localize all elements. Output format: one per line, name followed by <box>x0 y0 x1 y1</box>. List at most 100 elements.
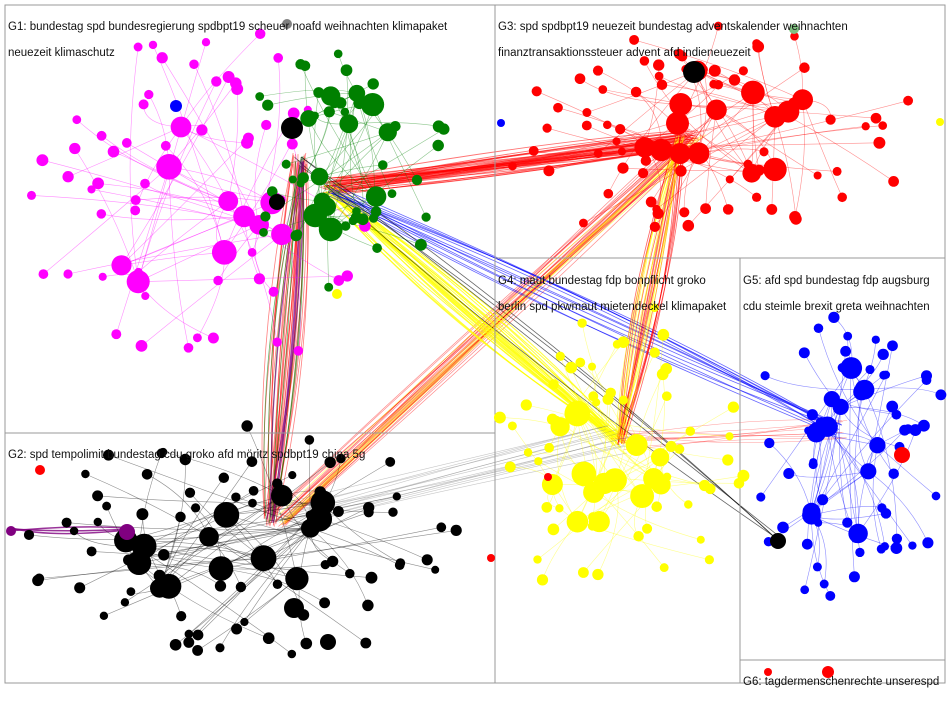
graph-node <box>578 218 588 228</box>
graph-node <box>126 587 136 596</box>
graph-node <box>783 467 795 480</box>
graph-node <box>582 108 592 117</box>
graph-node <box>87 185 96 194</box>
graph-node <box>564 400 591 427</box>
graph-node <box>659 563 669 573</box>
graph-node <box>310 111 319 121</box>
graph-edge <box>137 81 217 282</box>
graph-node <box>387 189 397 198</box>
graph-node <box>372 243 382 253</box>
graph-edge <box>533 147 645 155</box>
graph-node <box>272 337 282 347</box>
graph-edge <box>91 551 297 579</box>
graph-edge <box>337 129 690 178</box>
graph-node <box>313 87 325 98</box>
graph-edge <box>284 140 683 523</box>
graph-node <box>565 361 578 374</box>
graph-node <box>727 401 740 413</box>
graph-edge <box>283 136 694 518</box>
graph-node <box>300 637 313 650</box>
graph-node <box>819 579 829 589</box>
graph-node <box>881 370 891 379</box>
graph-node <box>431 565 440 574</box>
graph-node <box>96 130 107 141</box>
graph-edge <box>811 399 833 512</box>
graph-node <box>26 190 37 200</box>
graph-node <box>208 556 234 581</box>
graph-edge <box>193 64 245 217</box>
graph-node <box>432 120 445 133</box>
graph-edge <box>597 70 699 154</box>
graph-node <box>333 49 343 59</box>
graph-node <box>612 137 621 146</box>
graph-node <box>871 335 880 344</box>
graph-node <box>544 473 552 481</box>
graph-edge <box>372 104 427 218</box>
graph-node <box>764 105 786 128</box>
graph-node <box>305 510 316 520</box>
graph-node <box>192 629 204 641</box>
graph-edge <box>716 109 818 176</box>
graph-node <box>353 97 366 110</box>
graph-node <box>588 512 598 523</box>
graph-node <box>282 19 292 29</box>
graph-edge <box>286 131 388 165</box>
graph-node <box>130 195 141 206</box>
graph-node <box>365 186 387 207</box>
graph-edge <box>308 118 377 197</box>
graph-node <box>61 517 72 528</box>
graph-edge <box>300 64 377 197</box>
graph-edge <box>135 196 272 203</box>
graph-edge <box>265 425 609 508</box>
graph-node <box>649 347 660 358</box>
graph-node <box>158 447 168 457</box>
graph-node <box>587 521 598 531</box>
graph-node <box>392 492 401 501</box>
graph-node <box>389 120 401 132</box>
graph-node <box>642 523 653 534</box>
graph-node <box>140 178 150 189</box>
graph-edge <box>526 404 661 458</box>
graph-edge <box>11 527 131 535</box>
graph-node <box>806 409 818 421</box>
graph-node <box>602 393 614 405</box>
graph-node <box>894 447 910 463</box>
graph-node <box>804 426 813 435</box>
graph-node <box>102 501 112 511</box>
graph-edge <box>163 451 282 496</box>
graph-node <box>156 154 182 180</box>
graph-node <box>575 357 586 368</box>
graph-node <box>288 471 297 480</box>
graph-edge <box>656 116 776 210</box>
graph-node <box>201 38 211 47</box>
graph-node <box>728 74 741 86</box>
graph-node <box>650 448 670 467</box>
graph-node <box>817 494 829 506</box>
graph-node <box>706 99 727 121</box>
graph-node <box>543 165 555 177</box>
graph-node <box>363 501 375 514</box>
graph-node <box>133 42 143 52</box>
graph-node <box>246 456 258 467</box>
graph-edge <box>577 352 655 522</box>
graph-edge <box>79 514 227 589</box>
graph-node <box>546 413 559 425</box>
graph-edge <box>103 528 311 617</box>
graph-edge <box>349 93 358 212</box>
graph-node <box>153 569 166 582</box>
graph-node <box>825 114 836 125</box>
graph-node <box>650 303 659 313</box>
graph-node <box>497 119 505 127</box>
graph-edge <box>653 374 665 479</box>
graph-edge <box>28 534 210 541</box>
graph-node <box>111 255 132 276</box>
graph-node <box>268 286 279 297</box>
graph-node <box>345 568 355 579</box>
graph-edge <box>121 137 249 266</box>
graph-edge <box>782 471 869 528</box>
graph-node <box>669 142 691 165</box>
graph-node <box>666 111 689 135</box>
graph-node <box>812 562 822 572</box>
graph-node <box>886 400 899 413</box>
graph-node <box>860 463 877 480</box>
